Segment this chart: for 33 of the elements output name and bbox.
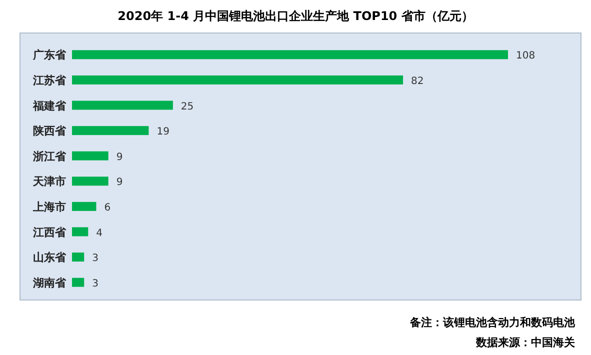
y-tick-label: 陕西省 bbox=[33, 124, 67, 138]
y-tick-label: 江西省 bbox=[32, 226, 67, 239]
y-tick-label: 湖南省 bbox=[32, 276, 67, 290]
y-tick-label: 山东省 bbox=[33, 251, 67, 264]
y-tick-label: 广东省 bbox=[32, 48, 67, 62]
bar bbox=[72, 278, 84, 287]
bar bbox=[72, 100, 173, 110]
data-label: 108 bbox=[516, 50, 536, 62]
bar bbox=[72, 227, 88, 236]
bar bbox=[72, 126, 149, 136]
data-label: 25 bbox=[180, 101, 194, 112]
data-label: 82 bbox=[411, 76, 424, 87]
y-tick-label: 浙江省 bbox=[32, 150, 67, 163]
y-tick-label: 江苏省 bbox=[32, 74, 67, 87]
data-label: 6 bbox=[104, 202, 111, 214]
y-tick-label: 上海市 bbox=[32, 200, 66, 214]
bar bbox=[72, 151, 108, 160]
data-label: 9 bbox=[116, 152, 123, 163]
y-tick-label: 天津市 bbox=[32, 175, 66, 188]
y-tick-label: 福建省 bbox=[32, 99, 67, 112]
bar bbox=[72, 202, 96, 211]
bar bbox=[72, 50, 508, 60]
data-label: 4 bbox=[96, 228, 103, 239]
data-label: 19 bbox=[156, 126, 170, 138]
source-note: 数据来源：中国海关 bbox=[475, 336, 576, 349]
bar bbox=[72, 252, 84, 262]
chart-title: 2020年 1-4 月中国锂电池出口企业生产地 TOP10 省市（亿元） bbox=[118, 9, 474, 23]
data-label: 9 bbox=[116, 177, 123, 188]
bar bbox=[72, 75, 404, 84]
data-label: 3 bbox=[92, 278, 98, 290]
data-label: 3 bbox=[92, 253, 98, 264]
text: 备注：该锂电池含动力和数码电池 bbox=[409, 316, 576, 329]
bar bbox=[72, 176, 108, 186]
